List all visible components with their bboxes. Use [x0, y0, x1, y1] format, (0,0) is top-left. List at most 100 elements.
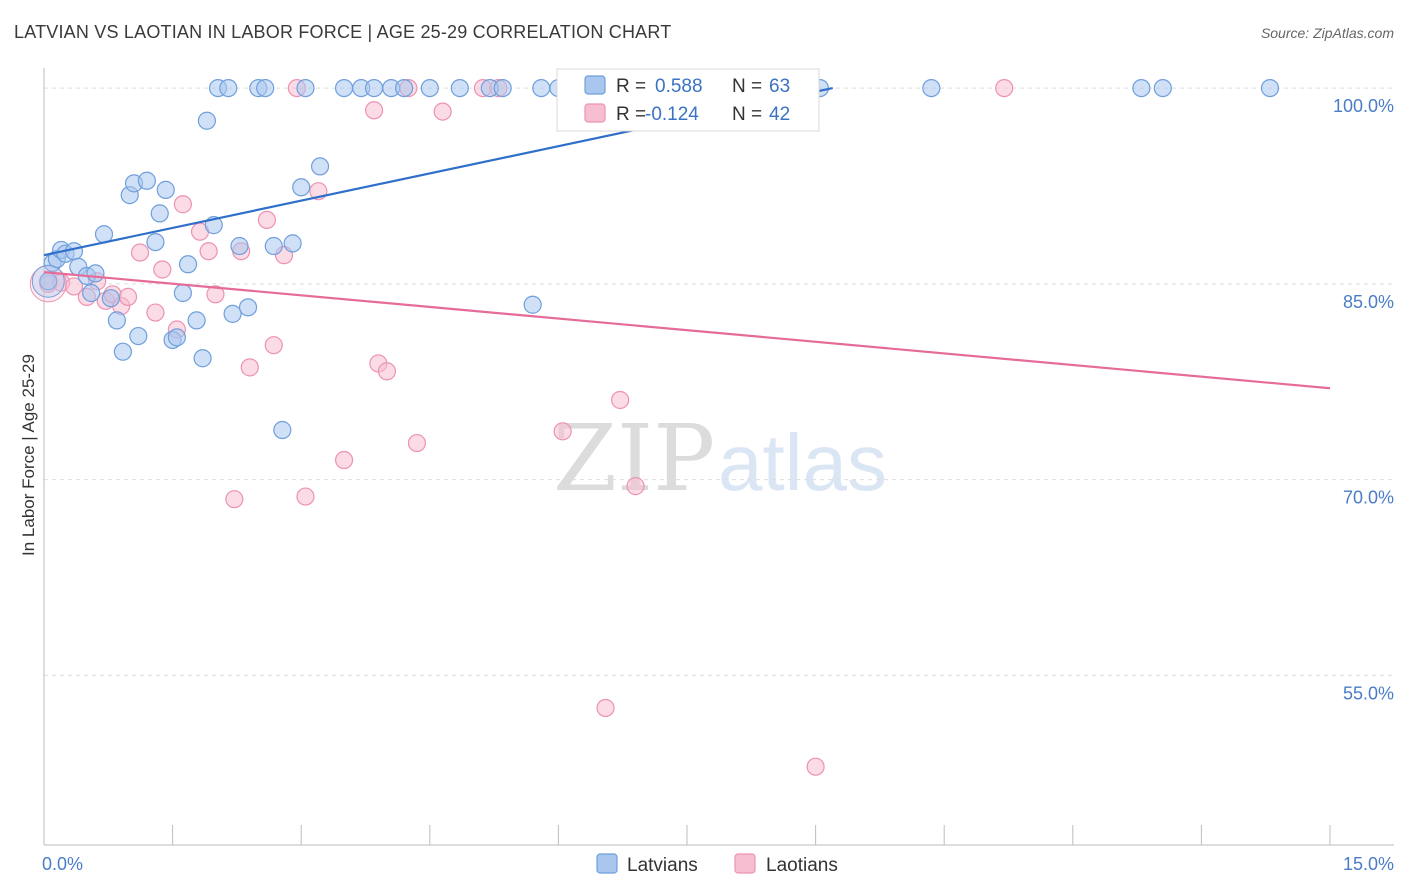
- latvian-point: [523, 295, 542, 314]
- legend-latvians-n-value: 63: [769, 76, 790, 97]
- latvian-point: [273, 420, 292, 440]
- latvian-point: [167, 328, 186, 347]
- latvian-point: [178, 255, 198, 274]
- source-text: Source: ZipAtlas.com: [1261, 25, 1394, 41]
- laotian-point: [264, 336, 283, 355]
- laotian-point: [596, 698, 615, 718]
- laotian-point: [257, 210, 277, 230]
- x-tick-labels: 0.0% 15.0%: [42, 854, 1394, 874]
- latvian-point: [150, 204, 169, 223]
- laotian-point: [626, 477, 645, 496]
- latvian-point: [146, 232, 165, 252]
- bottom-legend: Latvians Laotians: [596, 853, 838, 876]
- latvian-point: [230, 236, 249, 256]
- latvian-point: [493, 78, 512, 98]
- latvian-point: [394, 78, 414, 98]
- latvian-point: [364, 78, 384, 98]
- laotian-point: [364, 101, 384, 120]
- latvian-point: [292, 178, 311, 197]
- laotian-point: [225, 490, 244, 509]
- latvian-point: [256, 78, 275, 98]
- laotian-point: [407, 433, 427, 453]
- latvian-point: [82, 283, 101, 303]
- latvian-point: [156, 180, 175, 199]
- laotian-point: [995, 78, 1014, 98]
- latvian-point: [64, 242, 84, 261]
- legend-latvians-n-label: N =: [732, 76, 762, 97]
- bottom-legend-laotians-label: Laotians: [766, 855, 838, 876]
- legend-laotians-r-label: R =: [616, 104, 646, 125]
- latvian-point: [219, 78, 238, 98]
- latvian-point: [310, 157, 330, 176]
- laotian-point: [611, 390, 630, 410]
- laotian-point: [206, 285, 225, 304]
- latvian-point: [223, 304, 242, 323]
- latvian-point: [450, 78, 469, 98]
- latvian-point: [86, 264, 105, 283]
- x-tick-label: 0.0%: [42, 854, 83, 874]
- laotian-point: [153, 260, 172, 279]
- latvian-point: [334, 78, 354, 98]
- laotians-trendline: [43, 271, 1331, 390]
- latvian-point: [420, 78, 439, 98]
- y-tick-label: 70.0%: [1343, 488, 1394, 508]
- laotian-point: [118, 287, 138, 306]
- latvian-point: [264, 236, 283, 256]
- legend-box: R = 0.588 N = 63 R = -0.124 N = 42: [556, 68, 820, 132]
- legend-laotians-n-value: 42: [769, 104, 790, 125]
- watermark-zip: ZIP: [553, 405, 715, 512]
- y-tick-label: 55.0%: [1343, 683, 1394, 703]
- latvian-point: [532, 78, 551, 98]
- laotian-point: [806, 757, 825, 776]
- laotian-point: [433, 102, 452, 121]
- bottom-legend-latvians-swatch: [596, 853, 618, 874]
- laotian-point: [240, 358, 259, 377]
- legend-laotians-swatch: [584, 103, 606, 123]
- latvian-point: [193, 349, 212, 368]
- latvian-point: [296, 78, 315, 98]
- latvian-point: [238, 298, 258, 317]
- latvian-point: [1153, 78, 1172, 98]
- y-tick-label: 100.0%: [1333, 96, 1394, 116]
- laotian-point: [199, 242, 218, 261]
- laotian-point: [296, 487, 315, 506]
- latvian-point: [1132, 78, 1151, 98]
- gridlines: [44, 87, 1394, 676]
- latvian-point: [101, 289, 120, 308]
- axes: [43, 68, 1394, 846]
- laotian-point: [553, 422, 572, 441]
- y-tick-label: 85.0%: [1343, 292, 1394, 312]
- legend-laotians-n-label: N =: [732, 104, 762, 125]
- laotian-point: [146, 303, 165, 322]
- latvian-point: [187, 311, 206, 330]
- y-tick-labels: 100.0% 85.0% 70.0% 55.0%: [1333, 96, 1394, 703]
- laotian-point: [377, 362, 397, 381]
- laotian-point: [334, 450, 354, 470]
- latvian-point: [107, 311, 126, 330]
- laotian-point: [64, 277, 84, 296]
- latvians-points: [31, 78, 1280, 440]
- bottom-legend-laotians-swatch: [734, 853, 756, 874]
- latvian-point: [1260, 78, 1280, 98]
- watermark-atlas: atlas: [718, 418, 887, 507]
- latvian-point: [197, 111, 216, 130]
- latvian-point: [137, 171, 156, 190]
- y-axis-label: In Labor Force | Age 25-29: [19, 354, 38, 556]
- legend-latvians-r-value: 0.588: [655, 76, 703, 97]
- legend-latvians-swatch: [584, 75, 606, 95]
- latvian-point: [129, 326, 148, 346]
- laotian-point: [130, 243, 150, 262]
- latvian-point: [173, 283, 192, 303]
- legend-latvians-r-label: R =: [616, 76, 646, 97]
- latvian-point: [113, 342, 132, 361]
- bottom-legend-latvians-label: Latvians: [627, 855, 698, 876]
- legend-laotians-r-value: -0.124: [645, 104, 699, 125]
- latvian-point: [283, 234, 302, 253]
- latvian-point: [31, 264, 65, 298]
- watermark: ZIP atlas: [553, 405, 887, 512]
- latvian-point: [922, 78, 941, 98]
- laotian-point: [173, 195, 192, 214]
- x-tick-label: 15.0%: [1343, 854, 1394, 874]
- chart-title: LATVIAN VS LAOTIAN IN LABOR FORCE | AGE …: [14, 22, 671, 42]
